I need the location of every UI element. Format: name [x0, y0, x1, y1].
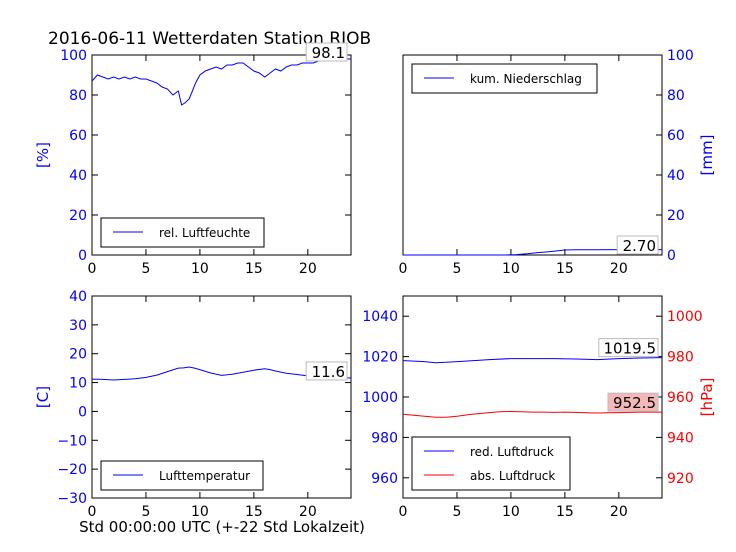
value-annotation: 952.5: [613, 394, 656, 412]
plot-frame: [91, 295, 352, 499]
x-tick-label: 20: [610, 504, 628, 520]
x-tick-label: 15: [245, 261, 263, 277]
y-tick-label: 0: [78, 404, 87, 420]
y-tick-label: 30: [69, 318, 87, 334]
y-tick-label: 80: [667, 88, 685, 104]
x-tick-label: 15: [245, 504, 263, 520]
value-annotation: 11.6: [312, 363, 345, 381]
y-tick-label: 60: [69, 128, 87, 144]
y-tick-label-left: 960: [371, 471, 398, 487]
y-tick-label: 40: [667, 168, 685, 184]
legend: kum. Niederschlag: [411, 63, 598, 94]
x-tick-label: 0: [88, 261, 97, 277]
y-tick-label: 0: [78, 248, 87, 264]
y-tick-label: 100: [667, 48, 694, 64]
legend-label: abs. Luftdruck: [470, 469, 555, 483]
legend-label: kum. Niederschlag: [470, 72, 582, 86]
y-tick-label: 100: [60, 48, 87, 64]
y-tick-label: 10: [69, 376, 87, 392]
y-tick-label: −10: [57, 433, 87, 449]
y-tick-label-left: 980: [371, 430, 398, 446]
value-annotation-box: [305, 361, 348, 381]
x-axis-label: Std 00:00:00 UTC (+-22 Std Lokalzeit): [79, 518, 365, 536]
y-tick-label-left: 1020: [362, 350, 398, 366]
x-tick-label: 5: [141, 504, 150, 520]
x-tick-label: 5: [452, 261, 461, 277]
x-tick-label: 15: [556, 504, 574, 520]
x-tick-label: 5: [452, 504, 461, 520]
legend-label: Lufttemperatur: [159, 469, 250, 483]
value-annotation-box: [598, 338, 659, 358]
x-tick-label: 20: [610, 261, 628, 277]
y-tick-label: 20: [69, 347, 87, 363]
series-line-abs-luftdruck: [402, 410, 662, 418]
y-tick-label: 0: [667, 248, 676, 264]
value-annotation-box: [616, 235, 659, 255]
plot-frame: [402, 54, 663, 256]
value-annotation: 98.1: [312, 44, 345, 62]
y-axis-label: [%]: [34, 142, 52, 168]
legend: rel. Luftfeuchte: [100, 217, 265, 248]
plot-frame: [91, 54, 352, 256]
panel-bottom-left: 0 5 10 15 20 −30 −20 −10 0 10 20 30 40 [C] Lufttempera…: [34, 289, 352, 520]
panel-top-left: 0 5 10 15 20 0 20 40 60 80 100 [%] rel. Luftfeuchte 9…: [34, 42, 352, 277]
value-annotation: 2.70: [623, 237, 656, 255]
value-annotation-box: [607, 392, 659, 412]
value-annotation-box: [305, 42, 348, 62]
y-tick-label-right: 960: [667, 390, 694, 406]
series-line-rel-luftfeuchte: [91, 58, 351, 106]
x-tick-label: 0: [399, 504, 408, 520]
y-tick-label: 20: [667, 208, 685, 224]
figure-title: 2016-06-11 Wetterdaten Station RJOB: [48, 29, 371, 49]
y-axis-label: [hPa]: [698, 378, 716, 417]
y-tick-label-right: 980: [667, 350, 694, 366]
x-tick-label: 0: [88, 504, 97, 520]
panel-bottom-right: 0 5 10 15 20 960 980 1000 1020 1040 920 940 960 980 10…: [362, 295, 716, 520]
x-tick-label: 10: [502, 261, 520, 277]
y-tick-label-right: 940: [667, 430, 694, 446]
y-axis-label: [C]: [34, 386, 52, 408]
y-tick-label: 40: [69, 289, 87, 305]
legend-label: red. Luftdruck: [470, 445, 554, 459]
x-tick-label: 20: [299, 504, 317, 520]
y-tick-label-left: 1000: [362, 390, 398, 406]
x-tick-label: 5: [141, 261, 150, 277]
y-tick-label-right: 920: [667, 471, 694, 487]
y-tick-label: 60: [667, 128, 685, 144]
x-tick-label: 20: [299, 261, 317, 277]
legend-label: rel. Luftfeuchte: [159, 226, 250, 240]
legend-box: [411, 436, 571, 491]
x-tick-label: 10: [191, 504, 209, 520]
series-line-lufttemperatur: [91, 366, 352, 381]
y-tick-label: 40: [69, 168, 87, 184]
x-tick-label: 10: [502, 504, 520, 520]
legend: red. Luftdruck abs. Luftdruck: [411, 436, 571, 491]
panel-top-right: 0 5 10 15 20 0 20 40 60 80 100 [mm] kum. Niederschla…: [399, 48, 716, 277]
legend: Lufttemperatur: [100, 460, 264, 491]
x-tick-label: 15: [556, 261, 574, 277]
y-tick-label-left: 1040: [362, 309, 398, 325]
y-axis-label: [mm]: [698, 135, 716, 176]
y-tick-label: −20: [57, 462, 87, 478]
series-line-red-luftdruck: [402, 357, 663, 364]
x-tick-label: 10: [191, 261, 209, 277]
y-tick-label: 80: [69, 88, 87, 104]
value-annotation: 1019.5: [604, 340, 657, 358]
y-tick-label-right: 1000: [667, 309, 703, 325]
x-tick-label: 0: [399, 261, 408, 277]
y-tick-label: 20: [69, 208, 87, 224]
y-tick-label: −30: [57, 491, 87, 507]
